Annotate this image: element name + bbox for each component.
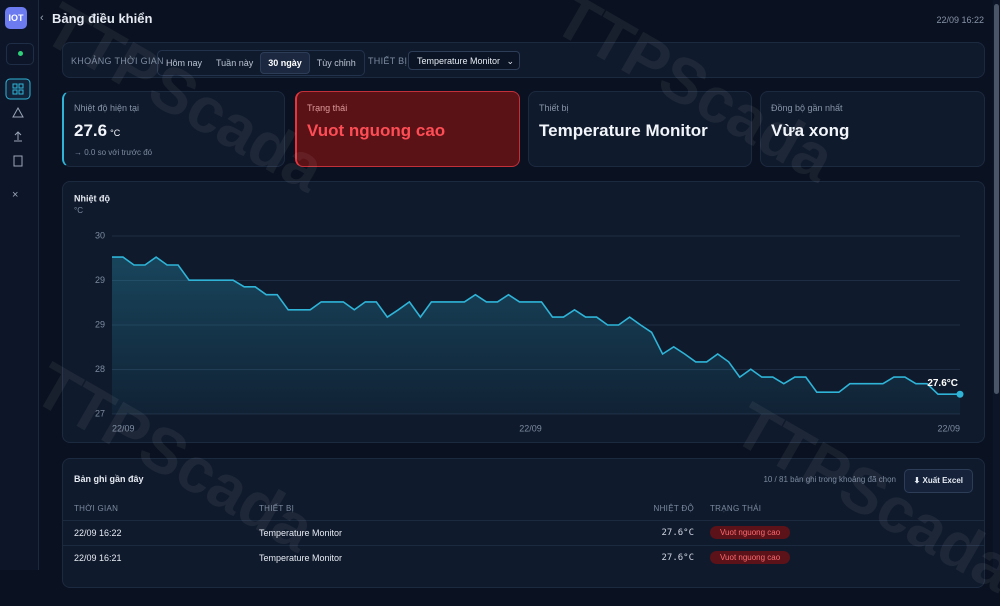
- x-tick-label: 22/09: [519, 423, 542, 433]
- table-row: 22/09 16:22 Temperature Monitor 27.6°C Vuot…: [63, 520, 984, 545]
- column-header: THỜI GIAN: [74, 504, 119, 513]
- scrollbar[interactable]: [993, 0, 1000, 570]
- card-value: 27.6 °C: [74, 121, 120, 141]
- status-indicator: [6, 43, 34, 65]
- close[interactable]: ×: [12, 189, 19, 201]
- column-header: NHIỆT ĐỘ: [653, 504, 694, 513]
- chart: Nhiệt độ °C 27 28 29 29 30 22/09 22/09 22/09 27.…: [74, 193, 964, 433]
- temp-value: 27.6: [74, 121, 108, 140]
- range-group: Hôm nay Tuần này 30 ngày Tùy chỉnh: [157, 50, 365, 76]
- chart-title: Nhiệt độ: [74, 193, 110, 203]
- sidebar: IOT ×: [0, 0, 39, 570]
- range-button[interactable]: Tuần này: [216, 58, 254, 68]
- line-area: [112, 257, 960, 414]
- cell: Temperature Monitor: [259, 553, 343, 563]
- device-label: THIẾT BỊ: [368, 56, 408, 66]
- table-title: Bản ghi gần đây: [74, 474, 144, 484]
- y-tick-label: 30: [95, 230, 105, 240]
- range-button[interactable]: 30 ngày: [260, 52, 310, 74]
- x-tick-label: 22/09: [112, 423, 135, 433]
- range-label: KHOẢNG THỜI GIAN: [71, 56, 164, 66]
- range-button[interactable]: Tùy chỉnh: [316, 58, 356, 68]
- table: THỜI GIAN THIẾT BỊ NHIỆT ĐỘ TRẠNG THÁI 22/09…: [63, 497, 984, 587]
- nav-dashboard[interactable]: [5, 78, 31, 100]
- column-header: TRẠNG THÁI: [710, 504, 762, 513]
- chart-panel: Nhiệt độ °C 27 28 29 29 30 22/09 22/09 22/09 27.…: [62, 181, 985, 443]
- card-label: Thiết bị: [539, 103, 569, 113]
- datetime: 22/09 16:22: [936, 15, 984, 25]
- table-panel: Bản ghi gần đây 10 / 81 bản ghi trong kh…: [62, 458, 985, 588]
- card-value: Vừa xong: [771, 121, 850, 140]
- card-label: Nhiệt độ hiện tại: [74, 103, 140, 113]
- card: Trạng thái Vuot nguong cao: [295, 91, 520, 167]
- y-tick-label: 29: [95, 275, 105, 285]
- card: Nhiệt độ hiện tại 27.6 °C → 0.0 so với tr…: [62, 91, 285, 167]
- card-value: Vuot nguong cao: [307, 121, 446, 140]
- device-select[interactable]: Temperature Monitor ⌄: [408, 51, 520, 70]
- nav-docs[interactable]: [13, 155, 23, 167]
- back[interactable]: ‹: [40, 12, 44, 24]
- status-pill: Vuot nguong cao: [710, 551, 791, 564]
- card-label: Trạng thái: [307, 103, 348, 113]
- end-point: [956, 390, 964, 398]
- nav-icons: [5, 78, 31, 167]
- export-button[interactable]: ⬇ Xuất Excel: [903, 469, 973, 493]
- cell: 22/09 16:22: [74, 528, 122, 538]
- card: Thiết bị Temperature Monitor: [528, 91, 752, 167]
- y-tick-label: 27: [95, 408, 105, 418]
- card: Đồng bộ gần nhất Vừa xong: [760, 91, 985, 167]
- y-axis-label: °C: [74, 206, 83, 215]
- status-pill: Vuot nguong cao: [710, 526, 791, 539]
- card-note: → 0.0 so với trước đó: [74, 148, 153, 157]
- temp-unit: °C: [110, 128, 121, 138]
- nav-upload[interactable]: [14, 131, 22, 142]
- table-header: THỜI GIAN THIẾT BỊ NHIỆT ĐỘ TRẠNG THÁI: [63, 497, 984, 521]
- x-tick-label: 22/09: [937, 423, 960, 433]
- cell: 22/09 16:21: [74, 553, 122, 563]
- range-button[interactable]: Hôm nay: [166, 58, 203, 68]
- card-label: Đồng bộ gần nhất: [771, 103, 843, 113]
- nav-alerts[interactable]: [12, 106, 24, 118]
- cell: Temperature Monitor: [259, 528, 343, 538]
- y-tick-label: 28: [95, 364, 105, 374]
- table-summary: 10 / 81 bản ghi trong khoảng đã chọn: [763, 475, 896, 484]
- page-title: Bảng điều khiển: [52, 11, 153, 26]
- table-row: 22/09 16:21 Temperature Monitor 27.6°C Vuot…: [63, 545, 984, 570]
- logo[interactable]: IOT: [5, 7, 27, 29]
- end-label: 27.6°C: [927, 378, 958, 389]
- device-value: Temperature Monitor: [417, 56, 501, 66]
- column-header: THIẾT BỊ: [259, 504, 295, 513]
- cell: 27.6°C: [661, 553, 694, 563]
- y-tick-label: 29: [95, 319, 105, 329]
- card-value: Temperature Monitor: [539, 121, 708, 140]
- line: [112, 256, 960, 395]
- cell: 27.6°C: [661, 528, 694, 538]
- filter-bar: KHOẢNG THỜI GIAN Hôm nay Tuần này 30 ngày T…: [62, 42, 985, 78]
